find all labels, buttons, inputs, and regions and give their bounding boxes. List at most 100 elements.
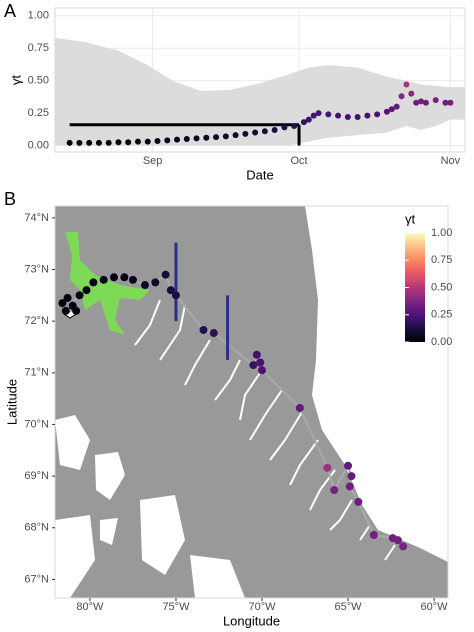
- y-tick-label: 0.75: [28, 42, 49, 54]
- point: [110, 273, 119, 282]
- point: [105, 139, 112, 146]
- point: [315, 110, 322, 117]
- point: [193, 135, 200, 142]
- point: [256, 358, 265, 367]
- y-tick-label: 70°N: [24, 418, 49, 430]
- x-tick-label: 75°W: [162, 601, 190, 613]
- colorbar-tick-label: 0.00: [431, 336, 452, 348]
- point: [154, 137, 161, 144]
- colorbar-tick-label: 0.75: [431, 254, 452, 266]
- point: [364, 112, 371, 119]
- panel-label: B: [4, 189, 16, 209]
- point: [347, 472, 356, 481]
- point: [271, 126, 278, 133]
- point: [144, 138, 151, 145]
- point: [447, 99, 454, 106]
- point: [432, 97, 439, 104]
- point: [252, 129, 259, 136]
- point: [242, 130, 249, 137]
- point: [95, 139, 102, 146]
- y-tick-label: 69°N: [24, 470, 49, 482]
- y-tick-label: 1.00: [28, 10, 49, 22]
- x-tick-label: 70°W: [248, 601, 276, 613]
- study-fjord: [65, 232, 150, 335]
- point: [300, 119, 307, 126]
- point: [403, 81, 410, 88]
- point: [89, 278, 98, 287]
- map-base: [55, 206, 448, 598]
- point: [305, 116, 312, 123]
- panel-label: A: [4, 1, 16, 21]
- point: [61, 306, 70, 315]
- point: [393, 103, 400, 110]
- colorbar-tick-label: 1.00: [431, 227, 452, 239]
- point: [171, 291, 180, 300]
- point: [209, 329, 218, 338]
- point: [82, 286, 91, 295]
- confidence-band: [55, 37, 465, 146]
- y-axis-title: γt: [8, 75, 23, 86]
- point: [125, 139, 132, 146]
- y-tick-label: 72°N: [24, 315, 49, 327]
- point: [393, 536, 402, 545]
- x-axis-title: Longitude: [223, 613, 280, 628]
- point: [86, 139, 93, 146]
- y-tick-label: 71°N: [24, 367, 49, 379]
- point: [345, 482, 354, 491]
- point: [161, 270, 170, 279]
- point: [354, 497, 363, 506]
- point: [151, 278, 160, 287]
- y-tick-label: 0.00: [28, 139, 49, 151]
- x-tick-label: Oct: [290, 155, 307, 167]
- y-tick-label: 73°N: [24, 263, 49, 275]
- point: [128, 275, 137, 284]
- track: [61, 273, 404, 547]
- point: [257, 366, 266, 375]
- x-tick-label: 80°W: [76, 601, 104, 613]
- point: [166, 286, 175, 295]
- point: [323, 463, 332, 472]
- point: [63, 293, 72, 302]
- islands: [55, 415, 245, 598]
- point: [383, 108, 390, 115]
- point: [164, 137, 171, 144]
- point: [120, 273, 129, 282]
- point: [58, 299, 67, 308]
- point: [199, 325, 208, 334]
- point: [413, 99, 420, 106]
- point: [222, 133, 229, 140]
- point: [76, 139, 83, 146]
- y-tick-label: 67°N: [24, 573, 49, 585]
- point: [249, 361, 258, 370]
- y-tick-label: 74°N: [24, 212, 49, 224]
- point: [310, 112, 317, 119]
- point: [330, 486, 339, 495]
- point: [232, 132, 239, 139]
- y-tick-label: 68°N: [24, 522, 49, 534]
- colorbar-tick-label: 0.25: [431, 309, 452, 321]
- point: [66, 139, 73, 146]
- point: [374, 111, 381, 118]
- x-tick-label: Sep: [143, 155, 163, 167]
- point: [99, 275, 108, 284]
- colorbar-tick-label: 0.50: [431, 281, 452, 293]
- x-tick-label: 60°W: [421, 601, 449, 613]
- point: [174, 136, 181, 143]
- y-axis-title: Latitude: [4, 379, 19, 425]
- x-axis-title: Date: [246, 167, 273, 182]
- point: [354, 113, 361, 120]
- point: [252, 350, 261, 359]
- point: [408, 90, 415, 97]
- point: [213, 134, 220, 141]
- point: [75, 291, 84, 300]
- x-tick-label: 65°W: [335, 601, 363, 613]
- point: [203, 134, 210, 141]
- point: [261, 128, 268, 135]
- point: [442, 99, 449, 106]
- point: [115, 139, 122, 146]
- point: [388, 106, 395, 113]
- point: [281, 124, 288, 131]
- point: [183, 136, 190, 143]
- point: [422, 99, 429, 106]
